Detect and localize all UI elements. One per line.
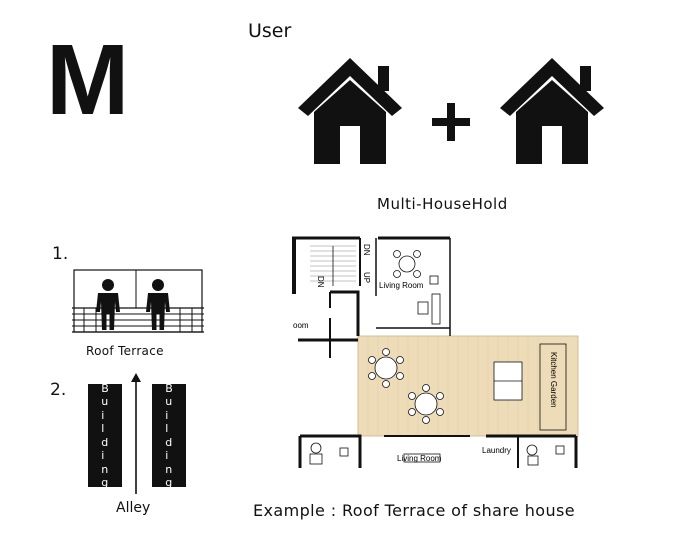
building-label-letter: d [165, 435, 173, 449]
living-room-bottom-label: Living Room [397, 454, 442, 463]
building-label-letter: B [165, 381, 173, 395]
building-label-letter: l [165, 422, 169, 435]
roof-terrace-icon [72, 269, 204, 333]
item-1-number: 1. [52, 244, 69, 264]
building-label-letter: u [101, 395, 109, 408]
person-icon [96, 279, 120, 330]
plus-icon [432, 103, 470, 141]
household-label: Multi-HouseHold [377, 195, 508, 213]
item-2-number: 2. [50, 380, 67, 400]
example-caption: Example : Roof Terrace of share house [253, 501, 575, 520]
room-label-cut: oom [293, 321, 309, 330]
building-label-letter: i [101, 449, 105, 462]
house-icon-left [298, 58, 402, 164]
roof-terrace-caption: Roof Terrace [86, 344, 164, 358]
alley-arrow-icon [131, 373, 141, 494]
house-icon-right [500, 58, 604, 164]
building-label-letter: l [101, 422, 105, 435]
stair-dn-label: DN [316, 276, 325, 288]
laundry-label: Laundry [482, 446, 511, 455]
building-label-letter: d [101, 435, 109, 449]
stair-dn-label: DN [362, 244, 371, 256]
building-label-letter: n [101, 462, 109, 476]
person-icon [146, 279, 170, 330]
building-label-letter: i [165, 449, 169, 462]
kitchen-garden-label: Kitchen Garden [549, 352, 558, 408]
alley-caption: Alley [116, 500, 151, 516]
households-graphic [298, 58, 604, 164]
living-room-top-label: Living Room [379, 281, 424, 290]
building-label-letter: B [101, 381, 109, 395]
building-label-letter: u [165, 395, 173, 408]
building-label-letter: i [165, 408, 169, 422]
stair-up-label: UP [362, 272, 371, 283]
floor-plan: Living Room oom Living Room Laundry Kitc… [292, 236, 579, 468]
building-label-letter: i [101, 408, 105, 422]
building-label-letter: n [165, 462, 173, 476]
building-label-letter: g [165, 476, 173, 489]
user-label: User [248, 20, 292, 42]
building-label-letter: g [101, 476, 109, 489]
logo-letter: M [46, 24, 129, 136]
